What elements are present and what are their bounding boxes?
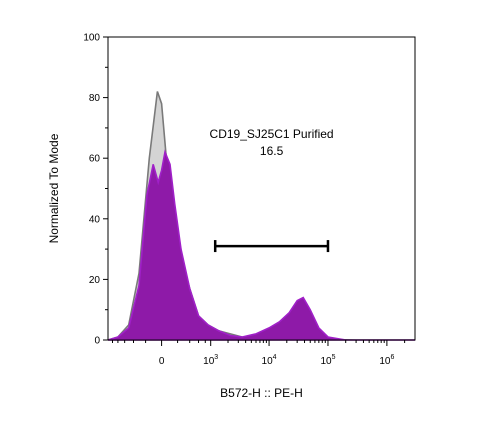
y-tick-label: 40 bbox=[89, 214, 101, 225]
y-tick-label: 80 bbox=[89, 93, 101, 104]
x-tick-label: 106 bbox=[379, 354, 394, 367]
x-tick-label: 103 bbox=[203, 354, 218, 367]
gate-value: 16.5 bbox=[260, 144, 284, 158]
x-axis-title: B572-H :: PE-H bbox=[220, 386, 303, 400]
plot-area bbox=[107, 91, 415, 341]
y-axis: 0 20 40 60 80 100 bbox=[83, 33, 108, 347]
y-tick-label: 20 bbox=[89, 275, 101, 286]
y-tick-label: 0 bbox=[94, 336, 100, 347]
sample-histogram bbox=[107, 149, 415, 341]
gate-marker bbox=[213, 240, 330, 253]
x-tick-label: 105 bbox=[320, 354, 335, 367]
y-tick-label: 100 bbox=[83, 33, 100, 44]
y-axis-title: Normalized To Mode bbox=[47, 133, 61, 243]
x-tick-label: 104 bbox=[262, 354, 277, 367]
y-tick-label: 60 bbox=[89, 154, 101, 165]
gate-label: CD19_SJ25C1 Purified bbox=[210, 127, 334, 141]
x-tick-label: 0 bbox=[159, 356, 165, 367]
x-axis: 0 103 104 105 106 bbox=[111, 340, 406, 367]
